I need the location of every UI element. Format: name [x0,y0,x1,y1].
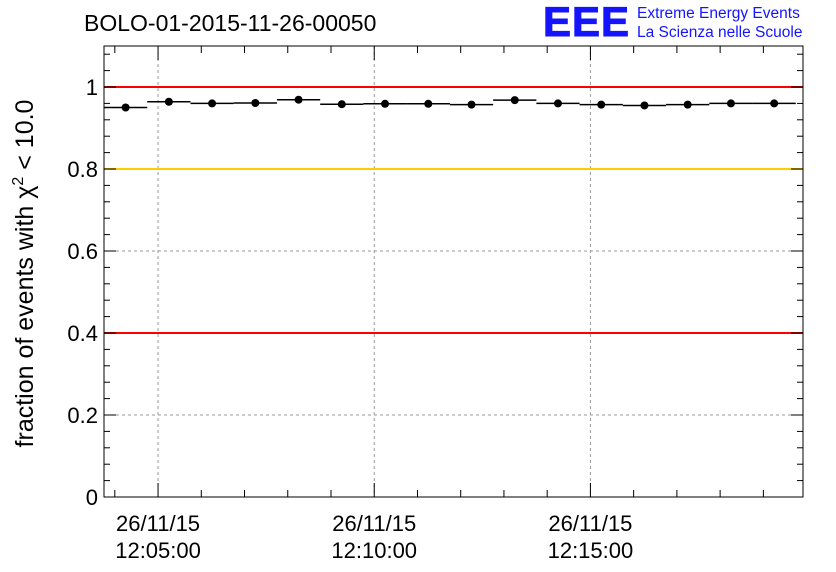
y-axis-label: fraction of events with χ2 < 10.0 [10,100,39,448]
y-tick-label: 0.8 [67,157,98,182]
data-point [337,100,346,109]
data-point [121,103,130,112]
data-point [510,96,519,105]
x-tick-label-time: 12:10:00 [331,538,417,563]
x-tick-label-date: 26/11/15 [116,511,200,536]
y-tick-label: 0.2 [67,403,98,428]
x-tick-label-date: 26/11/15 [332,511,416,536]
y-tick-label: 0.6 [67,239,98,264]
logo-line-2: La Scienza nelle Scuole [637,24,803,41]
logo-line-1: Extreme Energy Events [637,5,800,22]
x-tick-label-time: 12:05:00 [115,538,201,563]
data-point [770,99,779,108]
data-point [597,100,606,109]
data-point [424,99,433,108]
data-point [553,99,562,108]
x-tick-label-date: 26/11/15 [548,511,632,536]
eee-logo: EEE [542,0,631,45]
data-point [381,99,390,108]
data-point [251,98,260,107]
y-tick-label: 1 [86,75,98,100]
data-point [208,99,217,108]
data-point [164,97,173,106]
plot-frame [103,45,804,498]
eee-logo-text: Extreme Energy Events La Scienza nelle S… [637,4,802,42]
data-point [294,95,303,104]
y-tick-label: 0.4 [67,321,98,346]
data-point [467,100,476,109]
data-point [683,100,692,109]
run-title: BOLO-01-2015-11-26-00050 [84,10,377,36]
y-tick-label: 0 [86,485,98,510]
x-tick-label-time: 12:15:00 [548,538,634,563]
data-point [726,99,735,108]
data-point [640,101,649,110]
